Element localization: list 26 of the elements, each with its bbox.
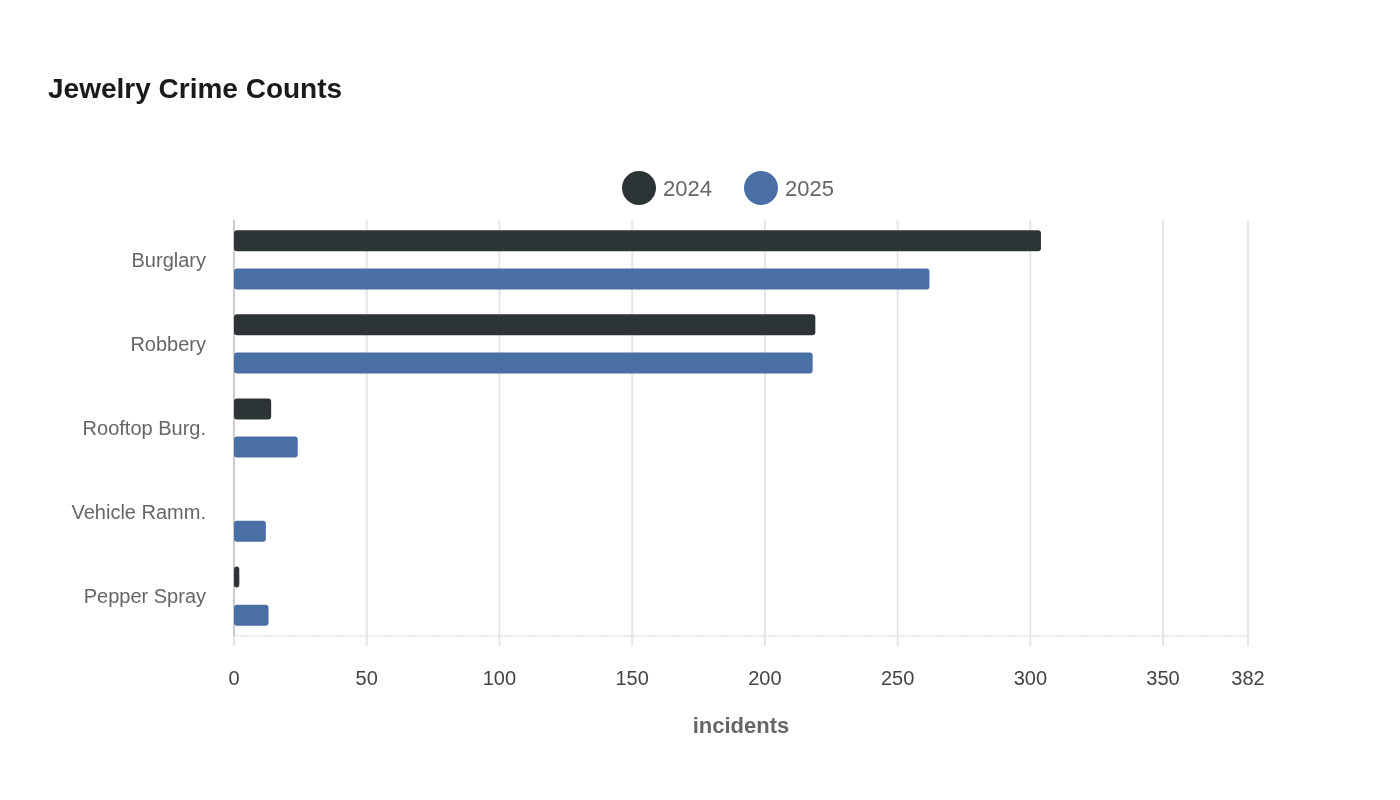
bar [234,314,816,336]
y-tick-label: Burglary [131,248,206,271]
x-tick-label: 350 [1146,667,1180,689]
bar [234,230,1041,252]
y-tick-label: Pepper Spray [83,585,206,608]
x-tick-label: 382 [1231,667,1265,689]
y-tick-label: Rooftop Burg. [82,417,206,439]
y-tick-label: Vehicle Ramm. [71,501,206,524]
bar [234,520,266,542]
x-tick-label: 150 [615,667,649,689]
x-tick-label: 300 [1013,667,1048,689]
bar [234,352,813,374]
x-tick-label: 200 [748,667,782,689]
legend-label: 2024 [663,176,712,201]
bar [234,436,298,458]
bar [234,604,269,626]
x-axis-title: incidents [692,713,790,738]
chart-title: Jewelry Crime Counts [48,73,343,104]
bar [234,268,930,290]
bar [234,398,272,420]
legend-label: 2025 [785,176,834,201]
x-tick-label: 50 [355,667,378,689]
x-tick-label: 100 [482,667,517,689]
x-tick-label: 250 [880,667,915,689]
x-tick-label: 0 [228,667,240,689]
y-tick-label: Robbery [130,332,206,355]
